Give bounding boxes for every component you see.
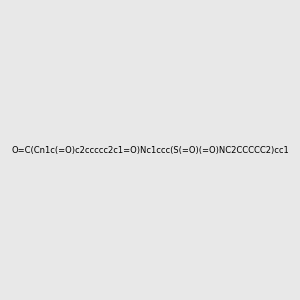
- Text: O=C(Cn1c(=O)c2ccccc2c1=O)Nc1ccc(S(=O)(=O)NC2CCCCC2)cc1: O=C(Cn1c(=O)c2ccccc2c1=O)Nc1ccc(S(=O)(=O…: [11, 146, 289, 154]
